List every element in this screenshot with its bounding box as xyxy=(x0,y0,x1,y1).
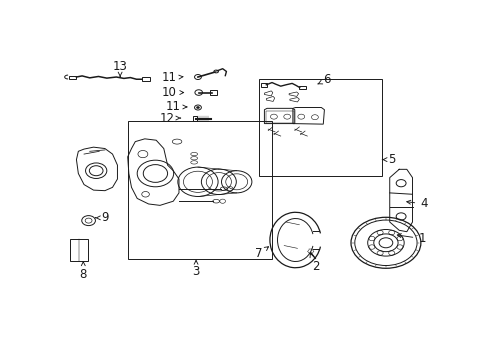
Text: 10: 10 xyxy=(162,86,184,99)
Text: 6: 6 xyxy=(318,73,331,86)
Text: 9: 9 xyxy=(96,211,109,224)
Bar xyxy=(266,111,294,123)
Circle shape xyxy=(196,107,199,109)
Text: 4: 4 xyxy=(407,198,428,211)
Bar xyxy=(259,79,382,176)
Text: 2: 2 xyxy=(310,253,319,273)
Text: 3: 3 xyxy=(193,260,200,278)
Bar xyxy=(70,239,88,261)
Text: 12: 12 xyxy=(160,112,181,125)
Text: 11: 11 xyxy=(166,100,187,113)
Text: 8: 8 xyxy=(79,262,87,281)
Text: 7: 7 xyxy=(255,247,269,260)
Text: 13: 13 xyxy=(113,60,127,76)
Text: 11: 11 xyxy=(162,71,183,84)
Text: 5: 5 xyxy=(382,153,395,166)
Text: 1: 1 xyxy=(397,232,426,245)
Bar xyxy=(128,121,272,260)
